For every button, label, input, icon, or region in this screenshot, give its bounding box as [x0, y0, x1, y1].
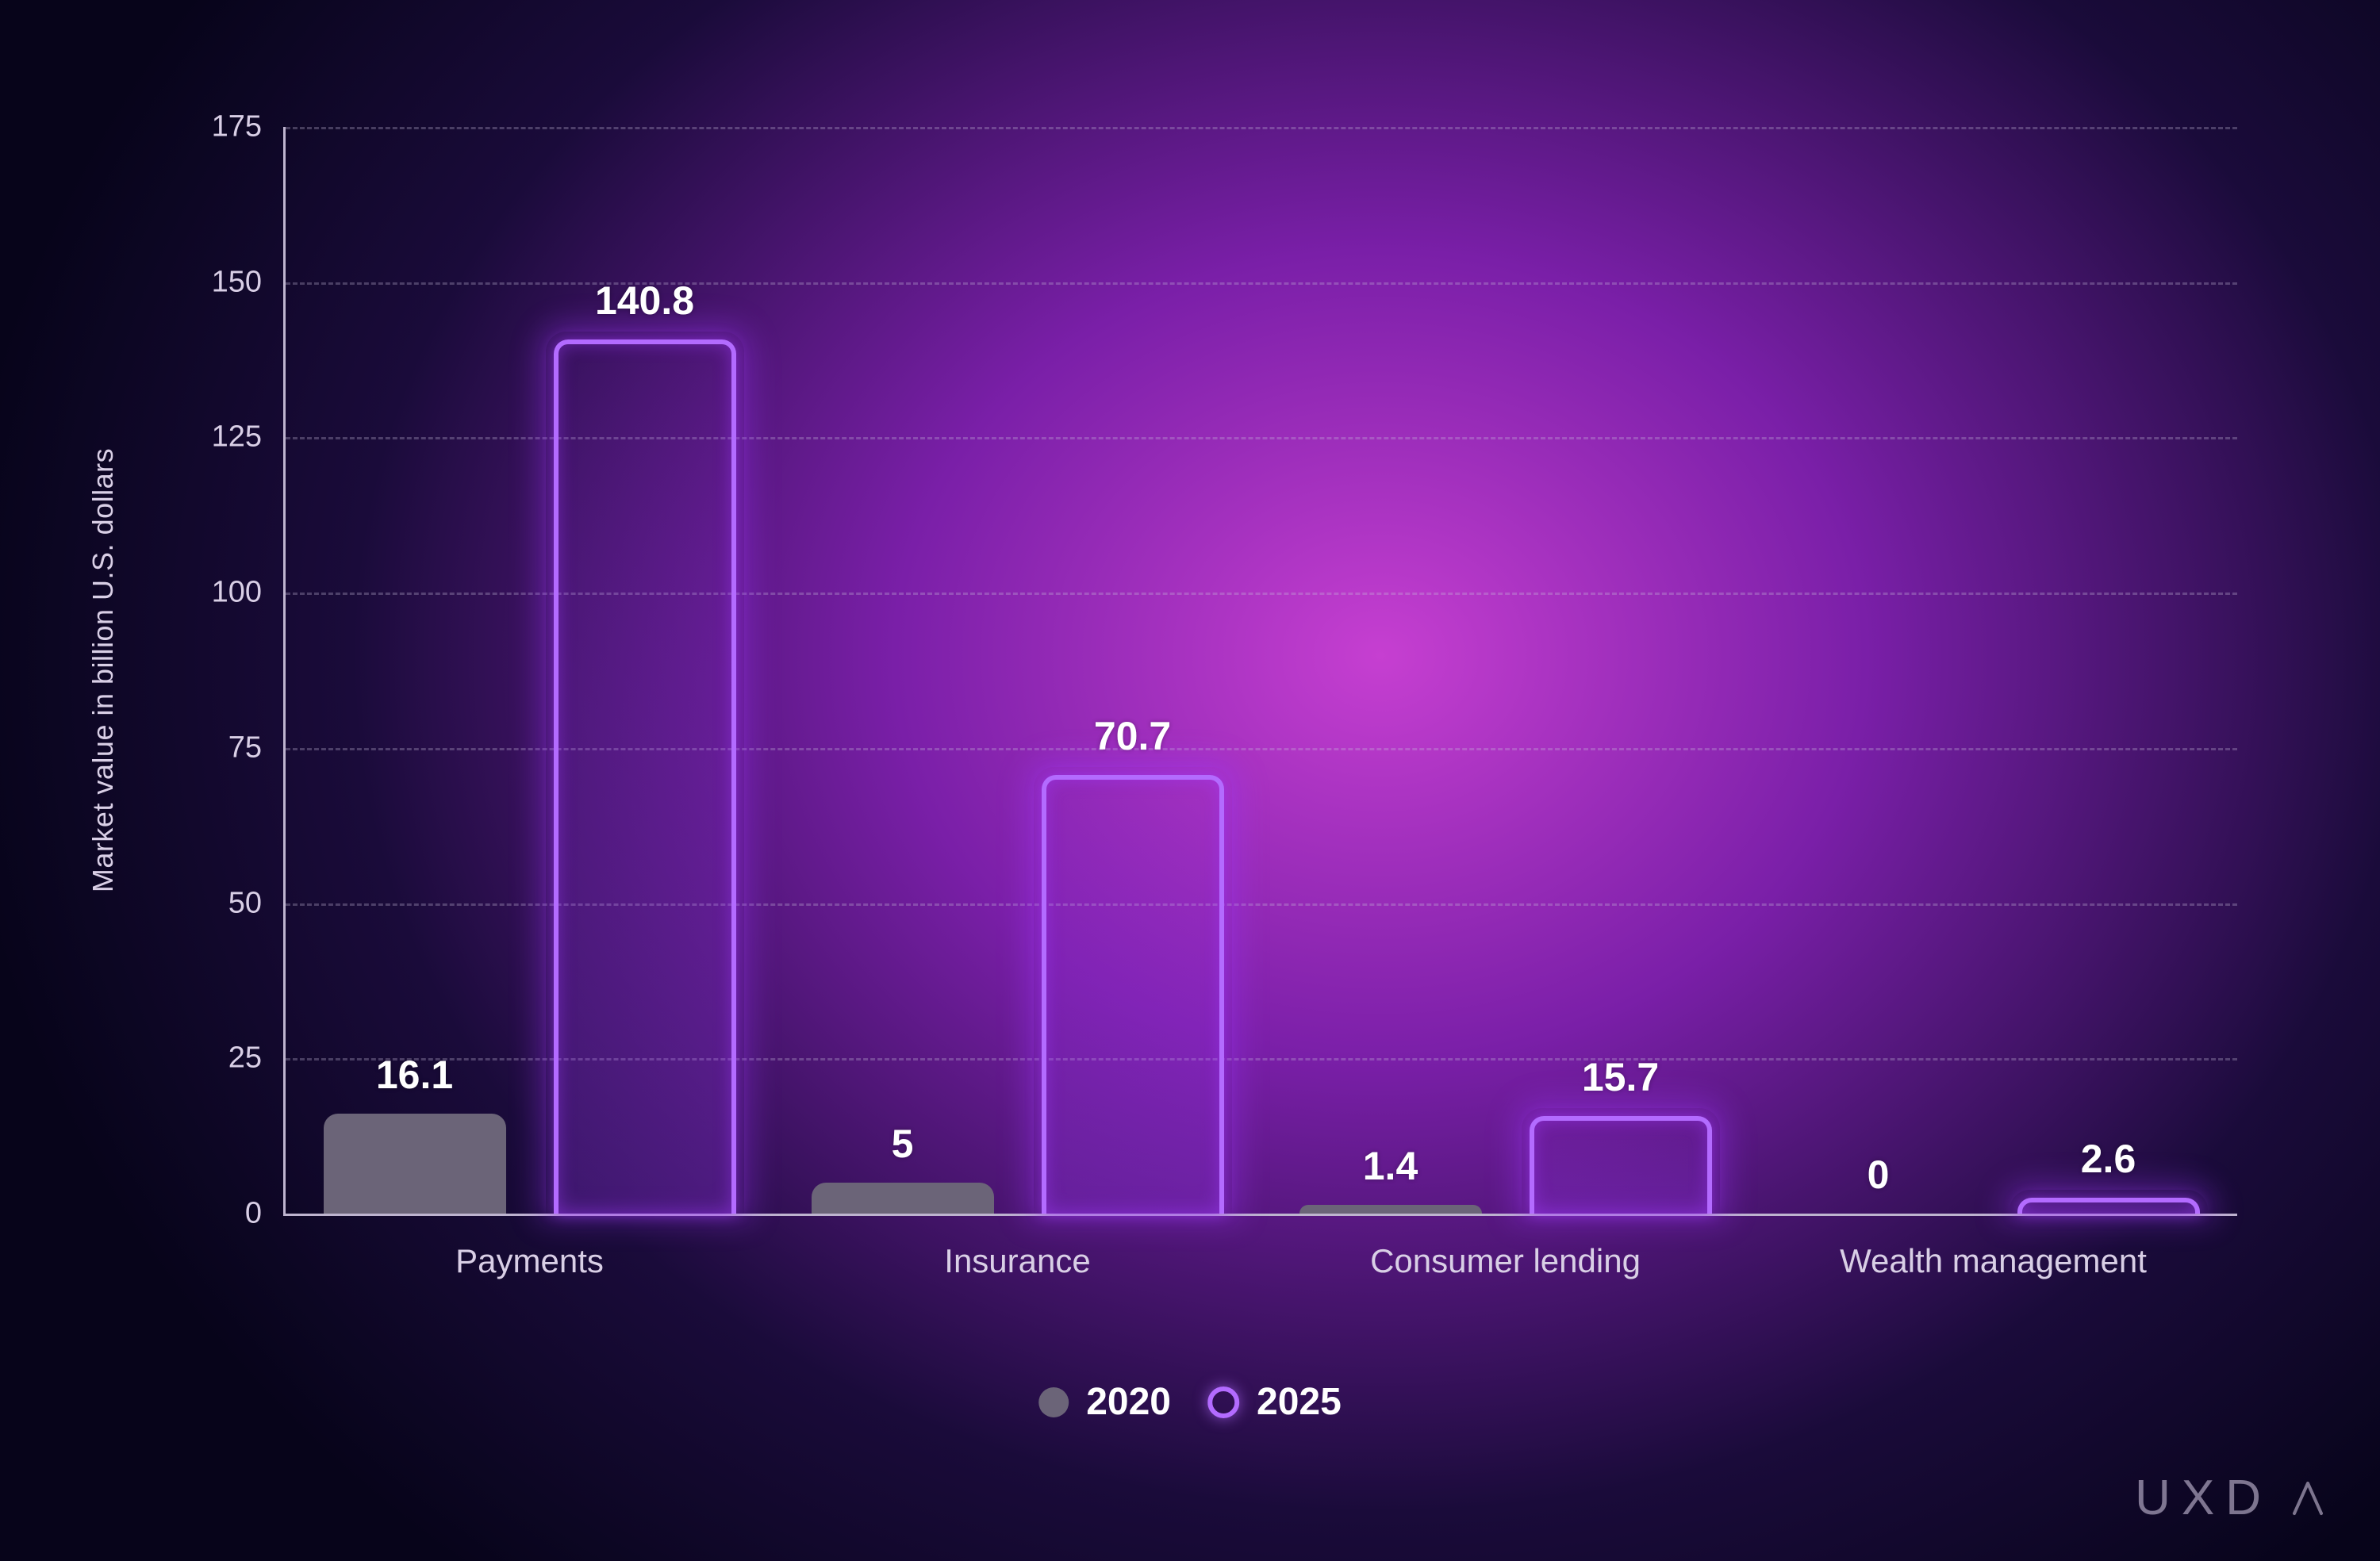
y-tick-label: 175 [212, 110, 262, 144]
x-axis [286, 1214, 2237, 1216]
x-tick-label: Wealth management [1840, 1242, 2147, 1280]
brand-logo: UXD [2135, 1470, 2332, 1526]
legend-swatch-ring [1207, 1386, 1239, 1418]
bar-2020 [324, 1114, 506, 1214]
y-tick-label: 150 [212, 265, 262, 299]
bar-value-label: 5 [892, 1121, 914, 1167]
y-tick-label: 75 [228, 731, 262, 765]
y-tick-label: 25 [228, 1041, 262, 1076]
bar-2025 [1042, 775, 1224, 1214]
y-tick-label: 100 [212, 576, 262, 610]
gridline [286, 282, 2237, 285]
bar-value-label: 2.6 [2081, 1136, 2136, 1182]
y-axis-label: Market value in billion U.S. dollars [86, 448, 120, 892]
gridline [286, 127, 2237, 129]
bar-chart: 0255075100125150175 Payments16.1140.8Ins… [0, 0, 2380, 1561]
legend-label: 2020 [1086, 1380, 1171, 1424]
x-tick-label: Payments [455, 1242, 604, 1280]
bar-2025 [2017, 1198, 2200, 1214]
legend-item: 2025 [1207, 1380, 1342, 1424]
x-tick-label: Insurance [944, 1242, 1090, 1280]
bar-value-label: 16.1 [376, 1052, 453, 1098]
chart-legend: 2020 2025 [1038, 1380, 1342, 1424]
legend-label: 2025 [1257, 1380, 1342, 1424]
bar-value-label: 140.8 [595, 278, 694, 324]
legend-item: 2020 [1038, 1380, 1171, 1424]
legend-swatch-dot [1038, 1387, 1069, 1417]
bar-2025 [1530, 1116, 1712, 1214]
bar-2025 [554, 339, 736, 1214]
bar-value-label: 70.7 [1094, 713, 1171, 759]
bar-value-label: 15.7 [1582, 1054, 1659, 1100]
bar-2020 [812, 1183, 994, 1214]
bar-value-label: 1.4 [1363, 1143, 1418, 1189]
bar-2020 [1299, 1205, 1482, 1214]
y-axis [283, 127, 286, 1216]
x-tick-label: Consumer lending [1370, 1242, 1641, 1280]
y-tick-label: 50 [228, 886, 262, 920]
y-tick-label: 0 [245, 1197, 262, 1231]
y-tick-label: 125 [212, 420, 262, 454]
bar-value-label: 0 [1868, 1152, 1890, 1198]
